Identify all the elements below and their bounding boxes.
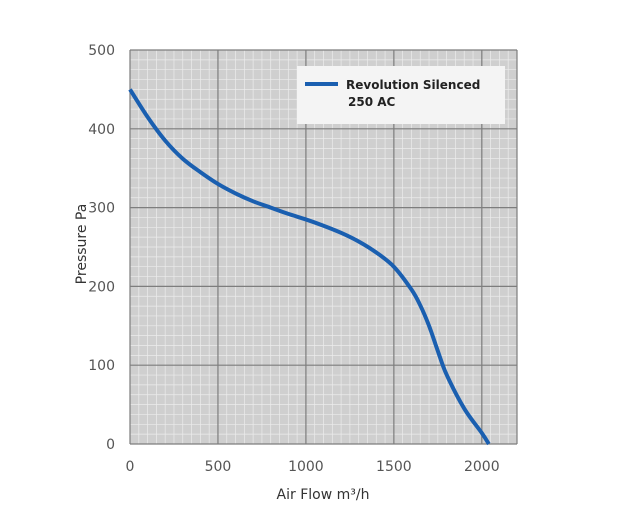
legend: Revolution Silenced 250 AC <box>297 66 505 124</box>
x-tick-label: 0 <box>126 459 135 475</box>
x-tick-labels: 0 500 1000 1500 2000 <box>126 459 500 475</box>
y-tick-label: 300 <box>88 201 115 217</box>
legend-box <box>297 66 505 124</box>
x-tick-label: 1500 <box>376 459 412 475</box>
legend-series-name-line1: Revolution Silenced <box>346 78 480 92</box>
x-axis-label: Air Flow m³/h <box>277 487 370 503</box>
y-tick-label: 500 <box>88 43 115 59</box>
x-tick-label: 2000 <box>464 459 500 475</box>
y-tick-label: 400 <box>88 122 115 138</box>
major-grid <box>129 49 518 445</box>
x-tick-label: 1000 <box>288 459 324 475</box>
legend-series-name-line2: 250 AC <box>348 95 396 109</box>
y-tick-label: 100 <box>88 358 115 374</box>
y-tick-label: 0 <box>106 437 115 453</box>
y-tick-labels: 0 100 200 300 400 500 <box>88 43 115 453</box>
y-axis-label: Pressure Pa <box>74 204 90 285</box>
x-tick-label: 500 <box>205 459 232 475</box>
y-tick-label: 200 <box>88 279 115 295</box>
series-line-revolution-silenced-250-ac <box>128 88 491 446</box>
